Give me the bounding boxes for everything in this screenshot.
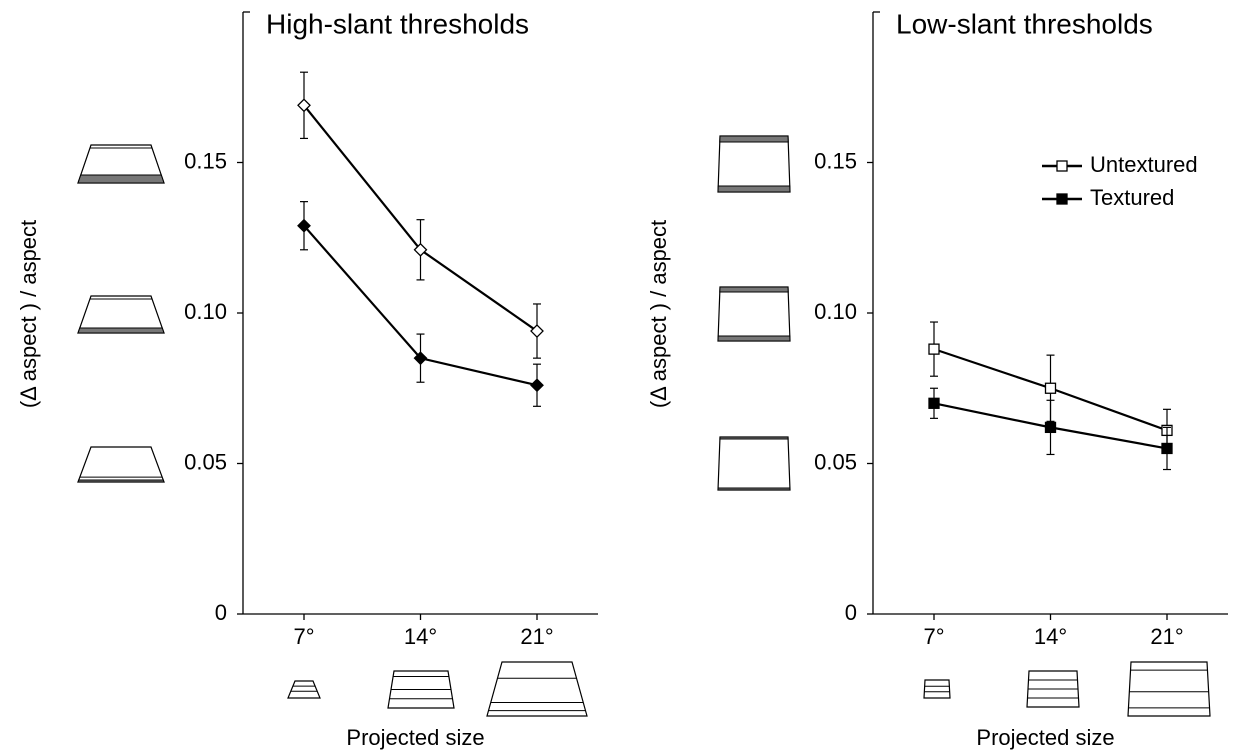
x-tick-label: 7°	[293, 624, 314, 649]
legend-label: Textured	[1090, 185, 1174, 210]
data-point	[530, 324, 544, 338]
chart-title: Low-slant thresholds	[896, 8, 1153, 39]
y-tick-label: 0.10	[814, 299, 857, 324]
y-tick-label: 0.15	[184, 148, 227, 173]
icon-band	[719, 436, 789, 440]
x-axis-label: Projected size	[346, 725, 484, 750]
y-tick-label: 0	[845, 600, 857, 625]
data-point	[297, 98, 311, 113]
y-axis-label: (Δ aspect ) / aspect	[646, 220, 671, 408]
data-point	[297, 218, 311, 233]
legend-marker	[1056, 193, 1068, 205]
x-tick-label: 14°	[1034, 624, 1067, 649]
x-tick-label: 21°	[1150, 624, 1183, 649]
data-point	[1044, 382, 1057, 394]
icon	[287, 680, 321, 699]
data-point	[928, 397, 940, 409]
icon-band	[77, 174, 165, 184]
data-point	[1044, 421, 1057, 434]
icon-band	[77, 479, 165, 483]
chart-title: High-slant thresholds	[266, 8, 529, 39]
y-tick-label: 0.15	[814, 148, 857, 173]
y-tick-label: 0.05	[814, 449, 857, 474]
data-point	[928, 343, 940, 355]
icon	[77, 295, 165, 334]
y-tick-label: 0.10	[184, 299, 227, 324]
y-tick-label: 0	[215, 600, 227, 625]
icon-band	[719, 135, 789, 143]
y-tick-label: 0.05	[184, 449, 227, 474]
icon	[717, 135, 791, 193]
x-tick-label: 21°	[520, 624, 553, 649]
legend-label: Untextured	[1090, 152, 1198, 177]
data-point	[530, 378, 544, 393]
x-axis-label: Projected size	[976, 725, 1114, 750]
icon	[717, 286, 791, 342]
x-tick-label: 7°	[923, 624, 944, 649]
data-point	[413, 242, 428, 257]
icon	[717, 436, 791, 491]
icon	[486, 661, 588, 717]
x-tick-label: 14°	[404, 624, 437, 649]
icon	[1127, 661, 1211, 717]
series-line	[303, 104, 538, 332]
data-point	[413, 351, 428, 366]
y-axis-label: (Δ aspect ) / aspect	[16, 220, 41, 408]
legend-marker	[1056, 160, 1068, 172]
data-point	[1161, 442, 1173, 455]
icon-band	[719, 286, 789, 293]
icon	[923, 679, 951, 699]
icon-band	[717, 487, 791, 491]
icon-band	[717, 335, 791, 342]
icon-band	[77, 327, 165, 334]
icon-band	[717, 185, 791, 193]
